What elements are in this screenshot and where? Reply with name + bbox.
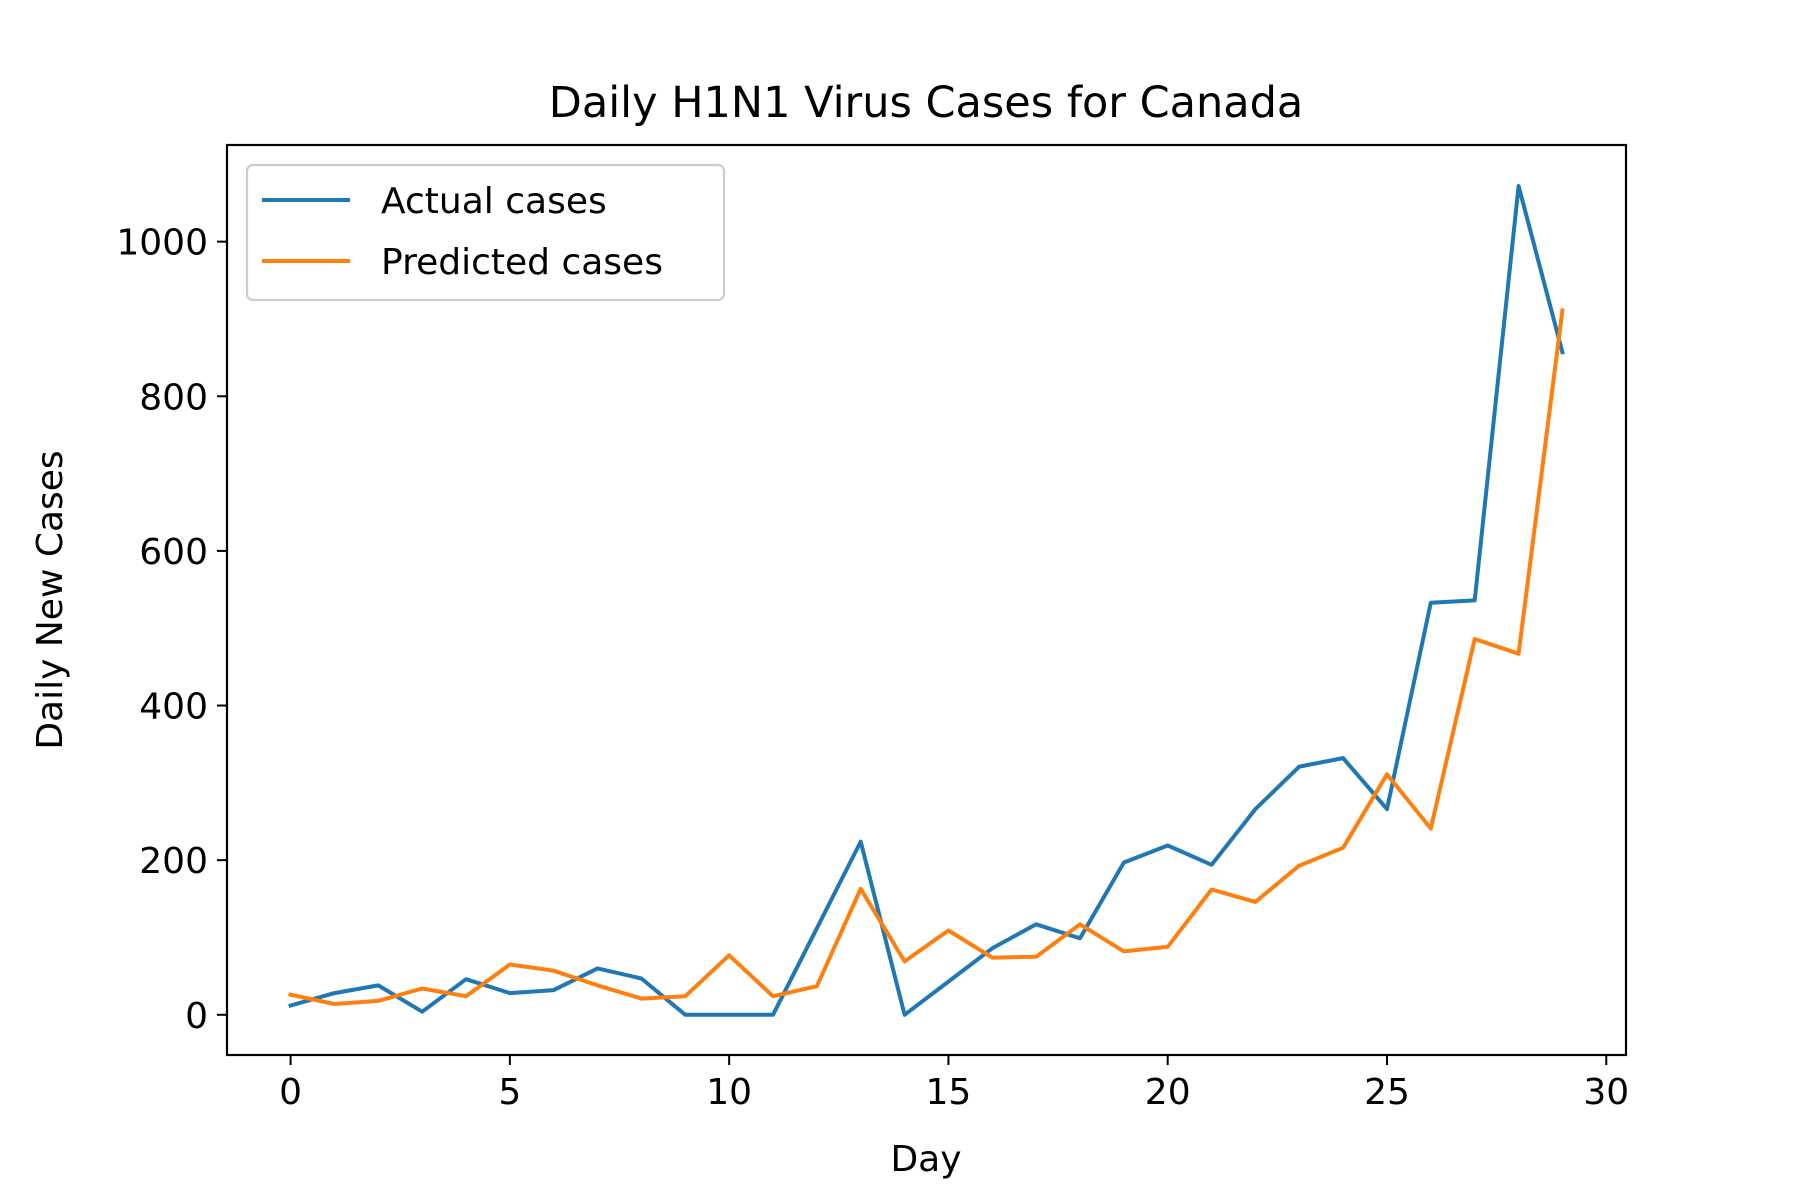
y-tick-label: 400 [139,687,208,728]
legend: Actual cases Predicted cases [245,163,726,302]
y-tick-label: 800 [139,377,208,418]
x-tick-label: 15 [926,1072,972,1113]
x-tick-label: 20 [1145,1072,1191,1113]
x-tick-label: 30 [1583,1072,1629,1113]
x-axis-ticks: 0 5 10 15 20 25 30 [279,1055,1629,1113]
series-line-predicted [288,308,1565,1006]
x-tick-label: 0 [279,1072,302,1113]
x-tick-label: 25 [1364,1072,1410,1113]
y-tick-label: 0 [185,996,208,1037]
x-tick-label: 5 [498,1072,521,1113]
legend-label-actual: Actual cases [381,181,607,222]
series-lines [288,184,1565,1017]
y-axis-ticks: 0 200 400 600 800 1000 [116,223,227,1037]
series-line-actual [288,184,1565,1017]
y-tick-label: 600 [139,532,208,573]
x-axis-title: Day [890,1139,961,1180]
legend-box [245,163,726,302]
x-tick-label: 10 [706,1072,752,1113]
legend-label-predicted: Predicted cases [381,242,663,283]
y-tick-label: 200 [139,841,208,882]
y-axis-title: Daily New Cases [30,450,71,749]
y-tick-label: 1000 [116,223,208,264]
plot-frame [225,143,1628,1057]
chart-title: Daily H1N1 Virus Cases for Canada [549,78,1304,128]
